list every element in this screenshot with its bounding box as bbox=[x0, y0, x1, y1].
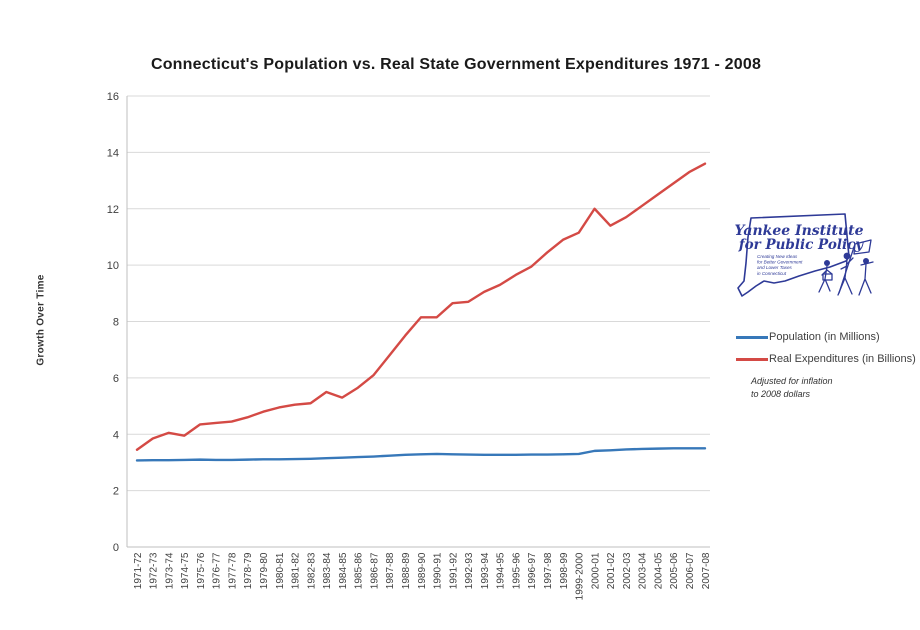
svg-text:1998-99: 1998-99 bbox=[559, 552, 570, 589]
svg-text:2001-02: 2001-02 bbox=[606, 552, 617, 589]
logo-name-line1: Yankee Institute bbox=[735, 223, 864, 239]
svg-text:1972-73: 1972-73 bbox=[149, 552, 160, 589]
svg-text:2000-01: 2000-01 bbox=[590, 552, 601, 589]
svg-text:10: 10 bbox=[107, 260, 119, 272]
expenditures-line-swatch bbox=[736, 357, 768, 361]
svg-text:1974-75: 1974-75 bbox=[180, 552, 191, 589]
legend-note: Adjusted for inflation to 2008 dollars bbox=[751, 375, 920, 401]
svg-text:1994-95: 1994-95 bbox=[496, 552, 507, 589]
svg-text:1988-89: 1988-89 bbox=[401, 552, 412, 589]
svg-text:1977-78: 1977-78 bbox=[227, 552, 238, 589]
yankee-institute-logo: Yankee Institute for Public Policy Creat… bbox=[735, 213, 874, 297]
legend: Population (in Millions) Real Expenditur… bbox=[736, 331, 920, 401]
svg-text:1976-77: 1976-77 bbox=[212, 552, 223, 589]
svg-text:16: 16 bbox=[107, 91, 119, 103]
svg-text:1991-92: 1991-92 bbox=[448, 552, 459, 589]
svg-text:1989-90: 1989-90 bbox=[417, 552, 428, 589]
svg-text:2005-06: 2005-06 bbox=[669, 552, 680, 589]
svg-text:1997-98: 1997-98 bbox=[543, 552, 554, 589]
svg-text:4: 4 bbox=[113, 429, 119, 441]
chart-title: Connecticut's Population vs. Real State … bbox=[150, 56, 762, 73]
svg-text:12: 12 bbox=[107, 204, 119, 216]
logo-tagline: Creating New Ideas for Better Government… bbox=[757, 254, 804, 276]
svg-text:1990-91: 1990-91 bbox=[433, 552, 444, 589]
svg-text:1993-94: 1993-94 bbox=[480, 552, 491, 589]
expenditures-line bbox=[135, 162, 707, 451]
svg-text:1996-97: 1996-97 bbox=[527, 552, 538, 589]
svg-text:1982-83: 1982-83 bbox=[306, 552, 317, 589]
x-axis-labels: 1971-72 1972-73 1973-74 1974-75 1975-76 1976-… bbox=[133, 552, 712, 600]
svg-text:2003-04: 2003-04 bbox=[638, 552, 649, 589]
svg-text:2: 2 bbox=[113, 486, 119, 498]
legend-item-population: Population (in Millions) bbox=[736, 331, 920, 343]
svg-text:2006-07: 2006-07 bbox=[685, 552, 696, 589]
svg-text:1973-74: 1973-74 bbox=[164, 552, 175, 589]
svg-text:1980-81: 1980-81 bbox=[275, 552, 286, 589]
svg-text:1999-2000: 1999-2000 bbox=[575, 552, 586, 600]
svg-text:1995-96: 1995-96 bbox=[511, 552, 522, 589]
svg-text:1978-79: 1978-79 bbox=[243, 552, 254, 589]
svg-text:1987-88: 1987-88 bbox=[385, 552, 396, 589]
svg-text:0: 0 bbox=[113, 542, 119, 554]
svg-text:6: 6 bbox=[113, 373, 119, 385]
legend-note-line1: Adjusted for inflation bbox=[751, 376, 833, 386]
svg-text:8: 8 bbox=[113, 317, 119, 329]
svg-text:2002-03: 2002-03 bbox=[622, 552, 633, 589]
svg-text:1992-93: 1992-93 bbox=[464, 552, 475, 589]
svg-text:1975-76: 1975-76 bbox=[196, 552, 207, 589]
svg-text:1971-72: 1971-72 bbox=[133, 552, 144, 589]
legend-note-line2: to 2008 dollars bbox=[751, 389, 811, 400]
gridlines bbox=[127, 95, 710, 492]
svg-text:1979-80: 1979-80 bbox=[259, 552, 270, 589]
svg-text:2007-08: 2007-08 bbox=[701, 552, 712, 589]
svg-text:1981-82: 1981-82 bbox=[291, 552, 302, 589]
population-line-swatch bbox=[736, 335, 768, 339]
legend-label-population: Population (in Millions) bbox=[769, 331, 880, 343]
legend-label-expenditures: Real Expenditures (in Billions) bbox=[769, 353, 916, 365]
y-axis-labels: 0 2 4 6 8 10 12 14 16 bbox=[107, 91, 119, 554]
svg-text:1983-84: 1983-84 bbox=[322, 552, 333, 589]
population-line bbox=[135, 447, 707, 462]
logo-name-line2: for Public Policy bbox=[738, 237, 864, 253]
svg-text:1984-85: 1984-85 bbox=[338, 552, 349, 589]
legend-item-expenditures: Real Expenditures (in Billions) bbox=[736, 353, 920, 365]
connecticut-outline-icon bbox=[737, 213, 850, 297]
svg-text:2004-05: 2004-05 bbox=[653, 552, 664, 589]
svg-text:1985-86: 1985-86 bbox=[354, 552, 365, 589]
svg-text:14: 14 bbox=[107, 147, 119, 159]
svg-text:1986-87: 1986-87 bbox=[369, 552, 380, 589]
axes bbox=[126, 96, 710, 548]
marching-figures-icon bbox=[818, 239, 874, 296]
